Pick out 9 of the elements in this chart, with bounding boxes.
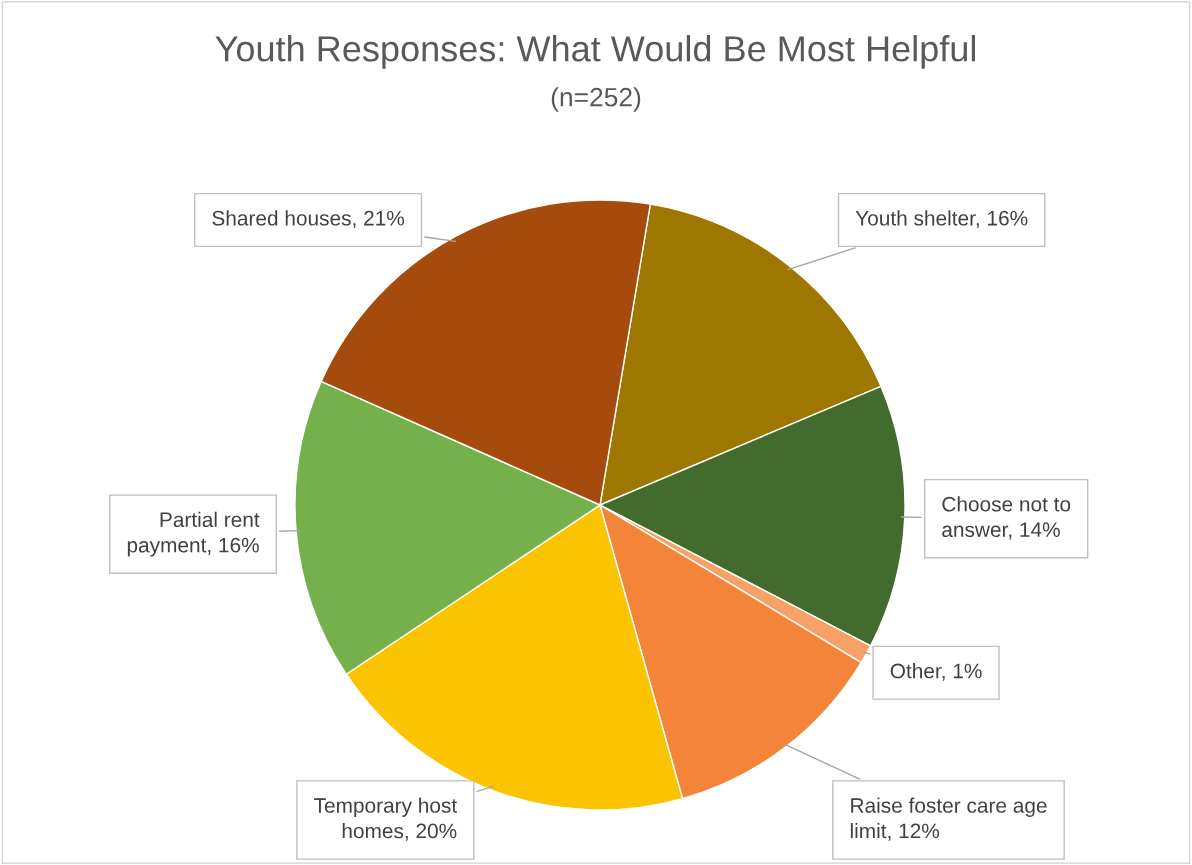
slice-label: Youth shelter, 16% (855, 210, 1028, 229)
slice-label: Temporary host homes, 20% (314, 797, 458, 841)
slice-label: Choose not to answer, 14% (942, 496, 1071, 540)
slice-label: Shared houses, 21% (212, 210, 405, 229)
chart-title: Youth Responses: What Would Be Most Helpful (215, 35, 975, 69)
chart-subtitle: (n=252) (551, 87, 641, 112)
slice-label: Partial rent payment, 16% (127, 511, 260, 557)
slice-label: Raise foster care age limit, 12% (850, 797, 1047, 841)
slice-label: Other, 1% (890, 663, 982, 681)
